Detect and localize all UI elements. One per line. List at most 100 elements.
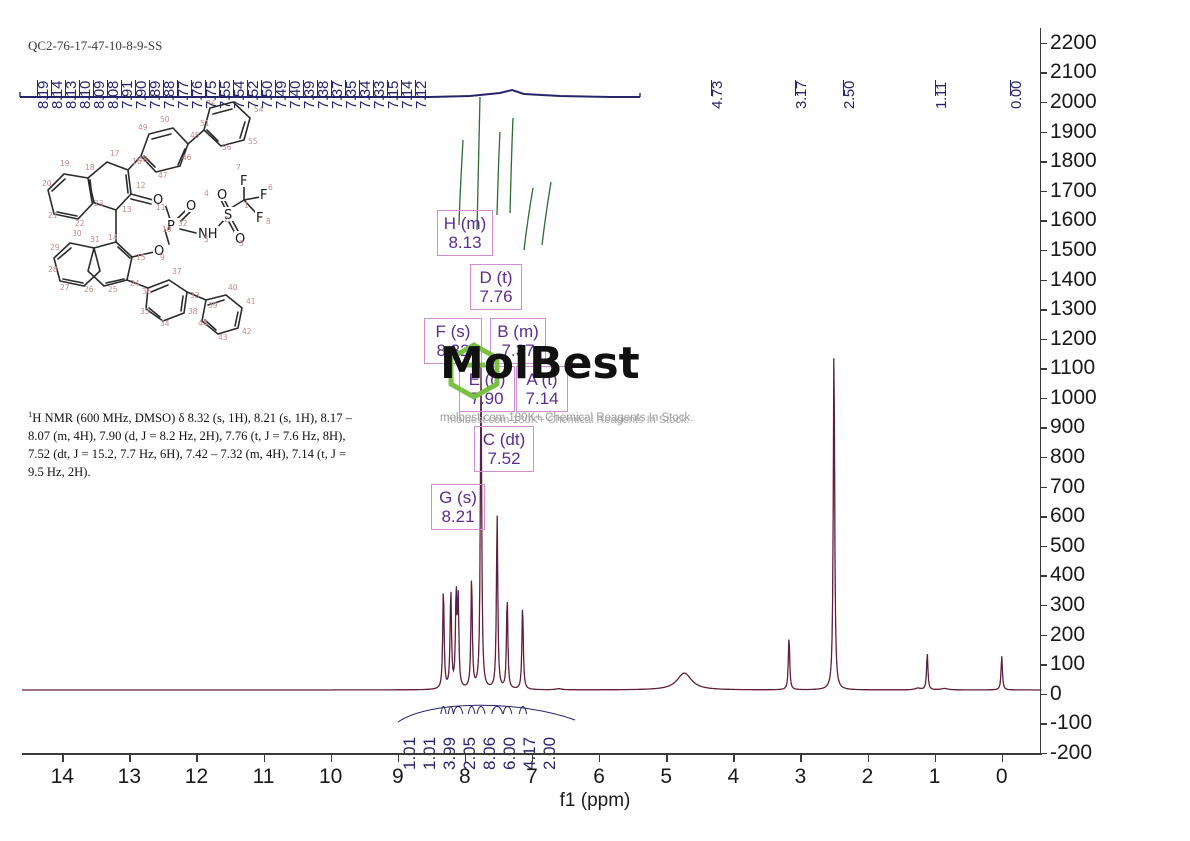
atom-index: 45 <box>190 131 200 140</box>
peak-label-stem <box>935 80 936 96</box>
peak-label-stem <box>795 80 796 96</box>
peak-label-stem <box>149 80 150 96</box>
multiplet-shift: 7.52 <box>487 449 521 469</box>
y-axis <box>1040 28 1055 753</box>
atom-index: 30 <box>72 229 82 238</box>
y-tick <box>1040 42 1047 45</box>
peak-label-stem <box>205 80 206 96</box>
watermark-tagline: molbest.com 180K+ Chemical Reagents In S… <box>440 412 694 424</box>
svg-text:O: O <box>235 232 245 247</box>
y-tick <box>1040 279 1047 281</box>
y-tick <box>1040 605 1047 607</box>
peak-label-stem <box>219 80 220 96</box>
peak-label-stem <box>191 80 192 96</box>
y-tick-label: 800 <box>1050 445 1086 469</box>
svg-text:O: O <box>186 199 196 214</box>
y-tick-label: 100 <box>1050 652 1086 676</box>
peak-label-stem <box>163 80 164 96</box>
nmr-caption: 1H NMR (600 MHz, DMSO) δ 8.32 (s, 1H), 8… <box>28 409 352 479</box>
x-axis-title: f1 (ppm) <box>559 790 631 811</box>
peak-label-stem <box>401 80 402 96</box>
peak-label-stem <box>345 80 346 96</box>
x-tick <box>934 753 937 762</box>
molbest-logo-icon <box>448 342 500 400</box>
atom-index: 4 <box>204 189 209 198</box>
watermark-tagline-ghost: molbest.com 180K+ Chemical Reagents In S… <box>447 414 690 426</box>
multiplet-box-b: B (m) 7.37 <box>490 318 546 364</box>
x-tick <box>599 753 601 762</box>
y-tick-label: 1500 <box>1050 237 1097 261</box>
svg-text:F: F <box>256 211 263 226</box>
y-tick <box>1040 457 1047 459</box>
peak-label-stem <box>233 80 234 96</box>
atom-index: 51 <box>200 119 210 128</box>
x-tick-label: 4 <box>727 765 740 788</box>
molecule-structure: O O P O NH S O O F F F 12345678910111213… <box>42 100 273 342</box>
x-tick-label: 8 <box>459 765 471 788</box>
x-tick-label: 2 <box>861 765 874 788</box>
integral-curve <box>518 706 528 715</box>
atom-index: 10 <box>162 225 172 234</box>
y-tick <box>1040 693 1047 696</box>
atom-index: 40 <box>228 283 238 292</box>
y-tick-label: 1100 <box>1050 356 1096 380</box>
peak-label-stem <box>135 80 136 96</box>
atom-index: 28 <box>48 265 58 274</box>
atom-index: 12 <box>136 181 146 190</box>
atom-index: 11 <box>156 203 166 212</box>
atom-index: 34 <box>160 319 170 328</box>
x-tick <box>397 753 400 762</box>
integral-curve <box>452 706 464 715</box>
peak-label-stem <box>1010 80 1011 96</box>
x-tick-label: 5 <box>660 765 673 788</box>
y-tick <box>1040 101 1047 104</box>
peak-label-stem <box>373 80 374 96</box>
integral-curve <box>440 706 447 715</box>
y-tick-label: 2200 <box>1050 30 1097 54</box>
peak-label-stem <box>93 80 94 96</box>
atom-index: 5 <box>204 235 209 244</box>
integral-curve <box>502 706 513 715</box>
multiplet-shift: 7.14 <box>525 389 559 409</box>
peak-label-stem <box>711 80 712 96</box>
peak-label-stem <box>303 80 304 96</box>
integral-curve <box>447 706 454 715</box>
y-tick-label: 200 <box>1050 622 1086 646</box>
peak-label-stem <box>843 80 844 96</box>
x-tick-label: 0 <box>995 765 1008 788</box>
svg-text:NH: NH <box>198 227 218 242</box>
y-tick-label: 0 <box>1050 681 1062 705</box>
atom-index: 21 <box>48 211 58 220</box>
y-tick-label: 700 <box>1050 474 1086 498</box>
integral-curve <box>491 706 503 715</box>
x-tick-label: 9 <box>391 765 404 788</box>
atom-index: 20 <box>42 179 52 188</box>
caption-line-4: 9.5 Hz, 2H). <box>28 464 91 479</box>
y-tick-label: 1200 <box>1050 326 1097 350</box>
y-tick-label: 1700 <box>1050 178 1097 202</box>
atom-index: 39 <box>208 301 218 310</box>
integral-bracket <box>397 704 576 723</box>
y-tick <box>1040 131 1047 133</box>
y-tick-label: 1800 <box>1050 149 1097 173</box>
x-tick <box>733 753 735 762</box>
multiplet-label: A (t) <box>526 370 558 389</box>
caption-line-3: 7.52 (dt, J = 15.2, 7.7 Hz, 6H), 7.42 – … <box>28 446 347 461</box>
y-tick-label: 1600 <box>1050 208 1097 232</box>
atom-index: 13 <box>122 205 132 214</box>
y-tick <box>1040 664 1047 666</box>
multiplet-label: F (s) <box>435 322 471 341</box>
multiplet-shift: 8.32 <box>436 341 470 361</box>
multiplet-box-g: G (s) 8.21 <box>431 484 485 530</box>
atom-index: 54 <box>254 105 264 114</box>
nmr-trace <box>22 358 1042 691</box>
y-tick-label: 1300 <box>1050 297 1097 321</box>
x-tick-label: 12 <box>184 765 209 788</box>
peak-label-stem <box>415 80 416 96</box>
watermark-brand: MolBest <box>440 338 640 389</box>
peak-label-stem <box>51 80 52 96</box>
peak-label-stem <box>359 80 360 96</box>
x-tick-label: 10 <box>318 765 343 788</box>
atom-index: 29 <box>50 243 60 252</box>
atom-index: 32 <box>178 219 188 228</box>
